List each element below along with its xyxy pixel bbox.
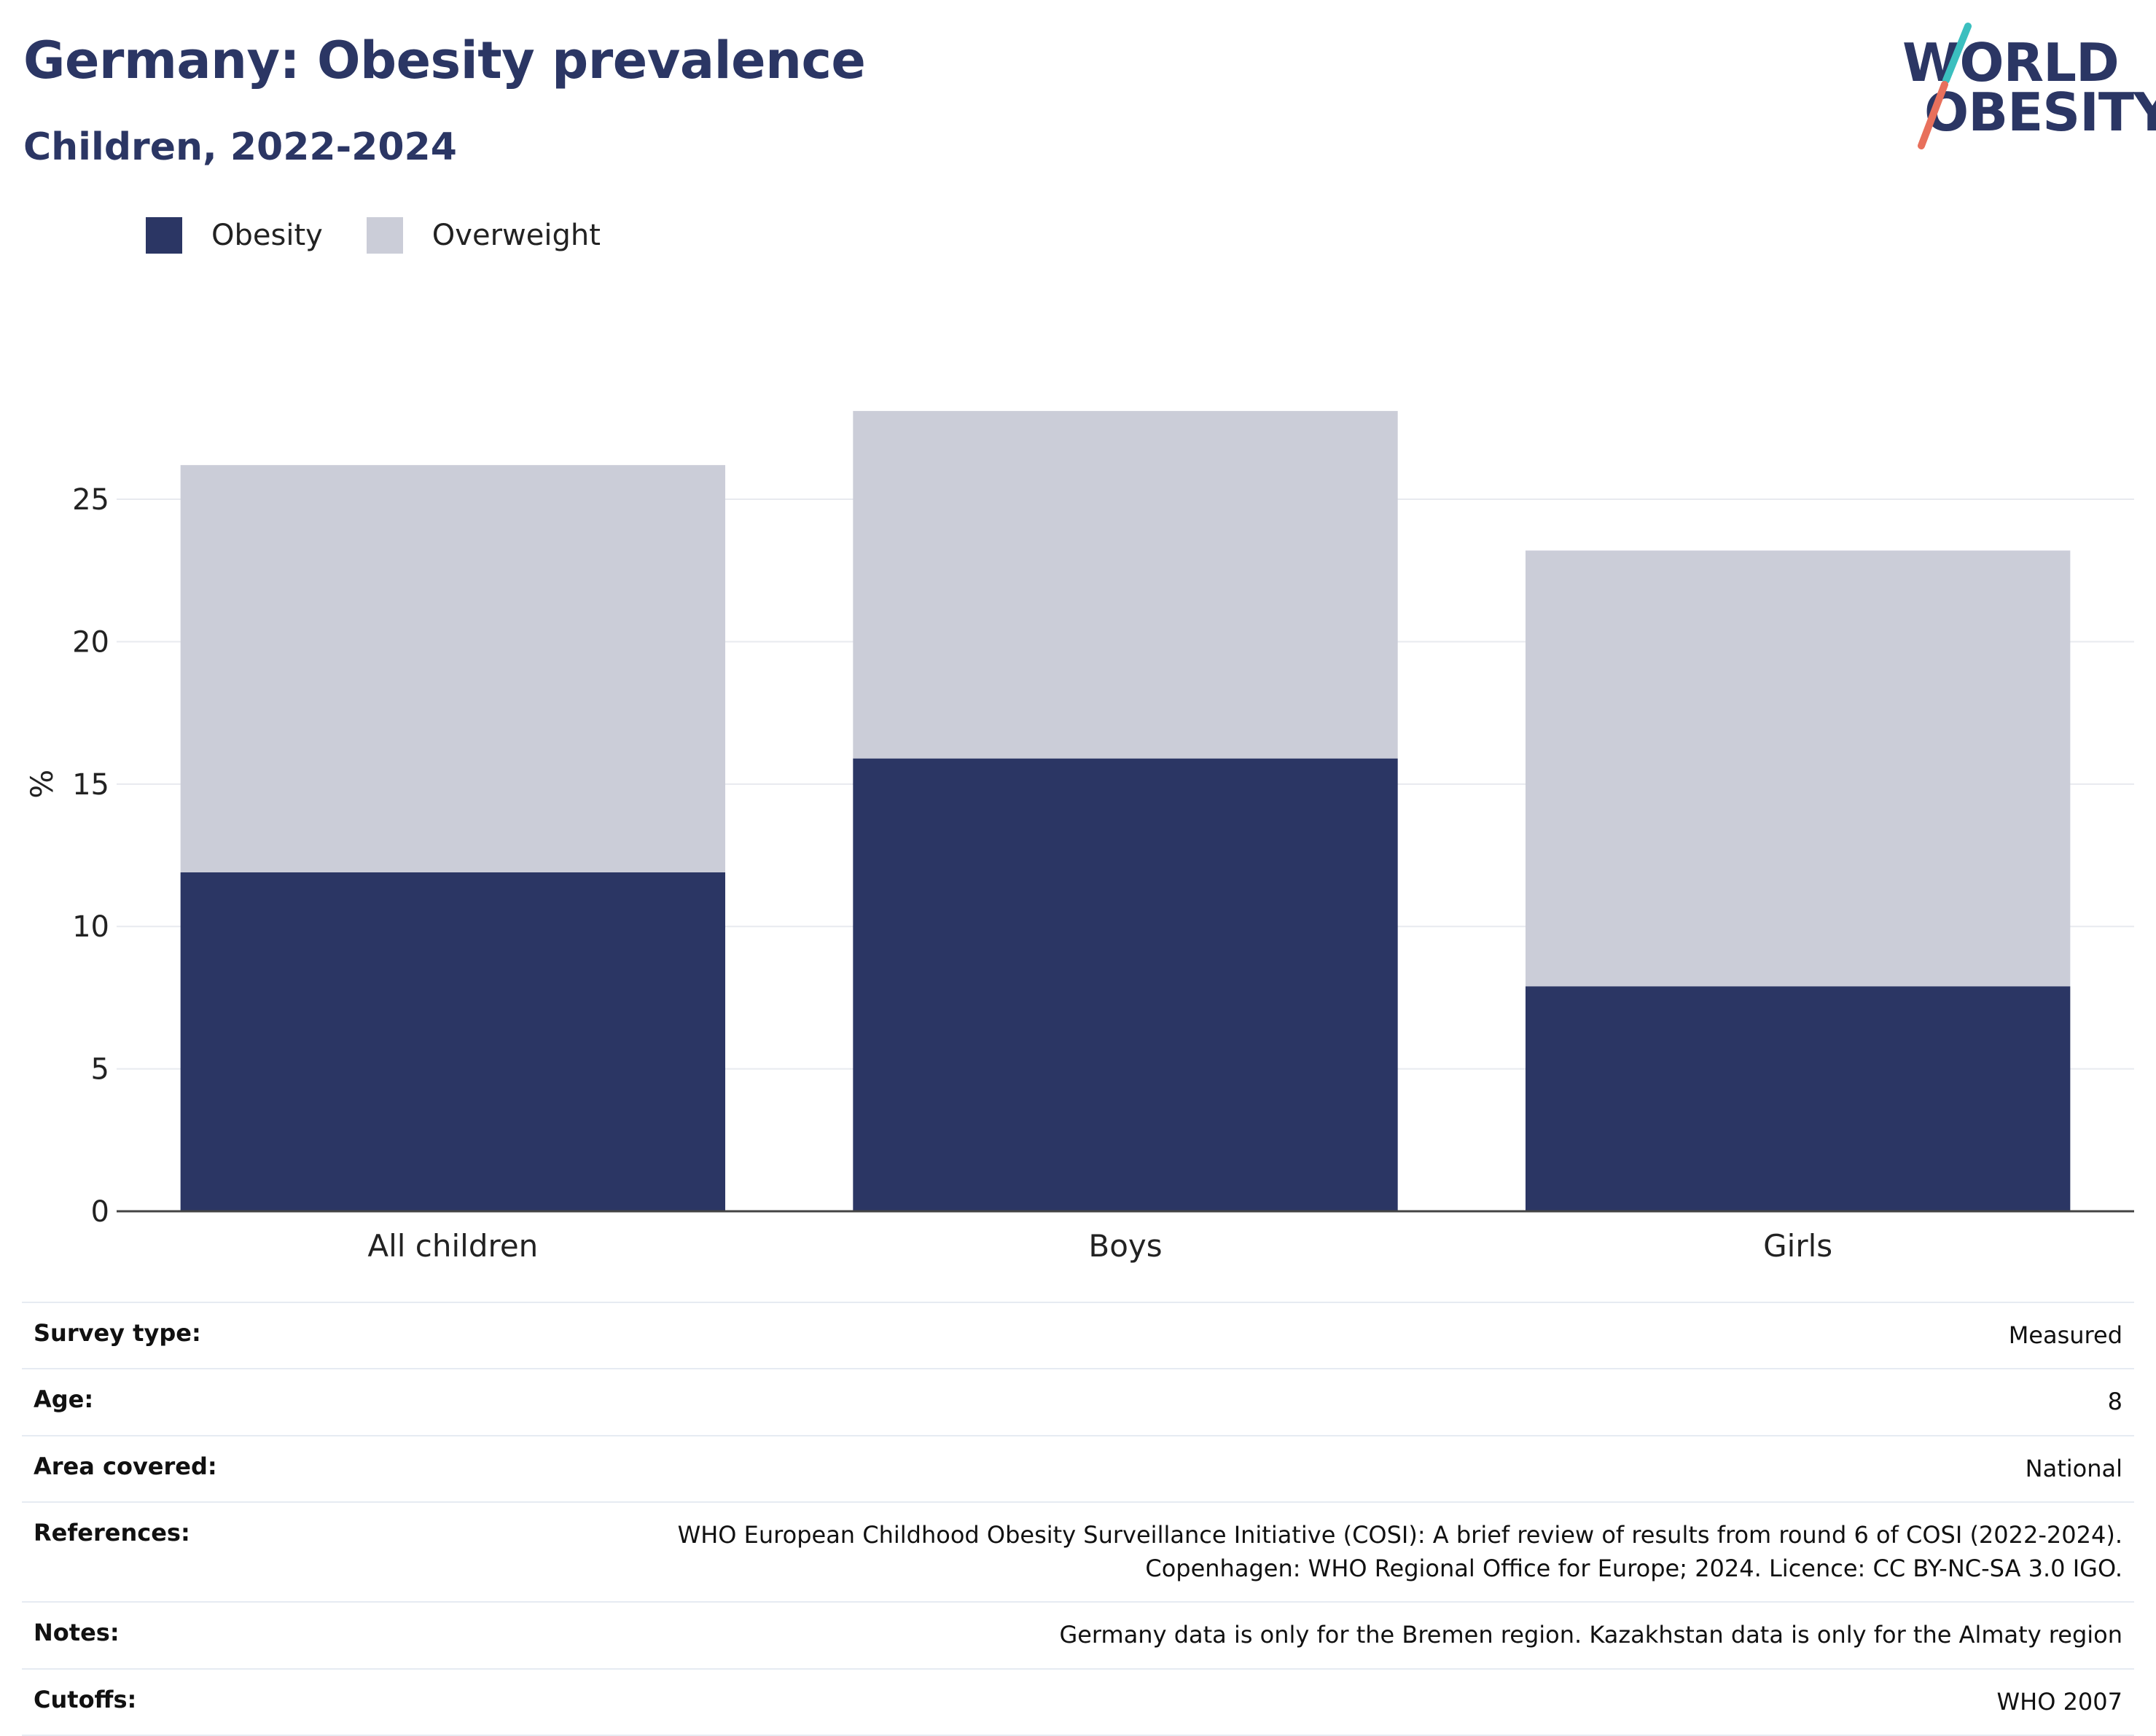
- info-value: 8: [2107, 1388, 2122, 1416]
- legend-item-obesity[interactable]: Obesity: [146, 217, 323, 254]
- bar-overweight-all-children: [180, 465, 726, 872]
- info-value: WHO European Childhood Obesity Surveilla…: [678, 1519, 2122, 1585]
- bar-overweight-girls: [1525, 550, 2071, 987]
- x-tick-label: Boys: [1088, 1228, 1162, 1264]
- legend-swatch-overweight: [366, 217, 403, 254]
- reference-line-2: Copenhagen: WHO Regional Office for Euro…: [1145, 1554, 2122, 1582]
- y-tick-label: 5: [91, 1053, 109, 1087]
- info-label: Cutoffs:: [34, 1685, 137, 1713]
- y-tick-label: 15: [72, 768, 109, 802]
- y-tick-label: 25: [72, 483, 109, 517]
- info-value: National: [2025, 1454, 2122, 1482]
- bar-obesity-all-children: [180, 872, 726, 1211]
- info-row-references: References: WHO European Childhood Obesi…: [22, 1501, 2134, 1601]
- y-tick-label: 0: [91, 1195, 109, 1229]
- chart-subtitle: Children, 2022-2024: [23, 125, 457, 169]
- bar-obesity-boys: [853, 758, 1398, 1211]
- y-tick-label: 20: [72, 625, 109, 659]
- x-tick-label: All children: [367, 1228, 538, 1264]
- info-value: Measured: [2008, 1321, 2122, 1349]
- info-row-survey-type: Survey type: Measured: [22, 1302, 2134, 1368]
- info-table: Survey type: Measured Age: 8 Area covere…: [22, 1302, 2134, 1736]
- bar-overweight-boys: [853, 410, 1398, 759]
- logo-word-world: WORLD: [1902, 32, 2120, 93]
- reference-line-1: WHO European Childhood Obesity Surveilla…: [677, 1521, 2122, 1549]
- chart-legend: Obesity Overweight: [146, 217, 644, 254]
- bar-chart: 0 5 10 15 20 25% All children Boys Girls: [24, 410, 2134, 1264]
- info-label: Survey type:: [34, 1319, 201, 1347]
- info-label: Age:: [34, 1385, 94, 1414]
- bar-obesity-girls: [1525, 986, 2071, 1211]
- chart-title: Germany: Obesity prevalence: [23, 31, 866, 90]
- info-label: Area covered:: [34, 1452, 217, 1480]
- info-row-area-covered: Area covered: National: [22, 1434, 2134, 1501]
- world-obesity-logo: WORLD OBESITY: [1902, 22, 2156, 153]
- y-tick-label: 10: [72, 910, 109, 944]
- y-axis-label: %: [24, 770, 60, 799]
- info-row-notes: Notes: Germany data is only for the Brem…: [22, 1601, 2134, 1667]
- info-row-cutoffs: Cutoffs: WHO 2007: [22, 1667, 2134, 1736]
- info-label: Notes:: [34, 1619, 120, 1647]
- logo-slash-icon: [1918, 23, 1972, 149]
- legend-swatch-obesity: [146, 217, 182, 254]
- legend-item-overweight[interactable]: Overweight: [366, 217, 601, 254]
- legend-label-overweight: Overweight: [431, 219, 601, 252]
- info-label: References:: [34, 1519, 190, 1547]
- legend-label-obesity: Obesity: [211, 219, 323, 252]
- info-row-age: Age: 8: [22, 1368, 2134, 1434]
- info-value: WHO 2007: [1996, 1687, 2123, 1716]
- info-value: Germany data is only for the Bremen regi…: [1059, 1621, 2122, 1649]
- logo-word-obesity: OBESITY: [1924, 82, 2156, 143]
- x-tick-label: Girls: [1763, 1228, 1832, 1264]
